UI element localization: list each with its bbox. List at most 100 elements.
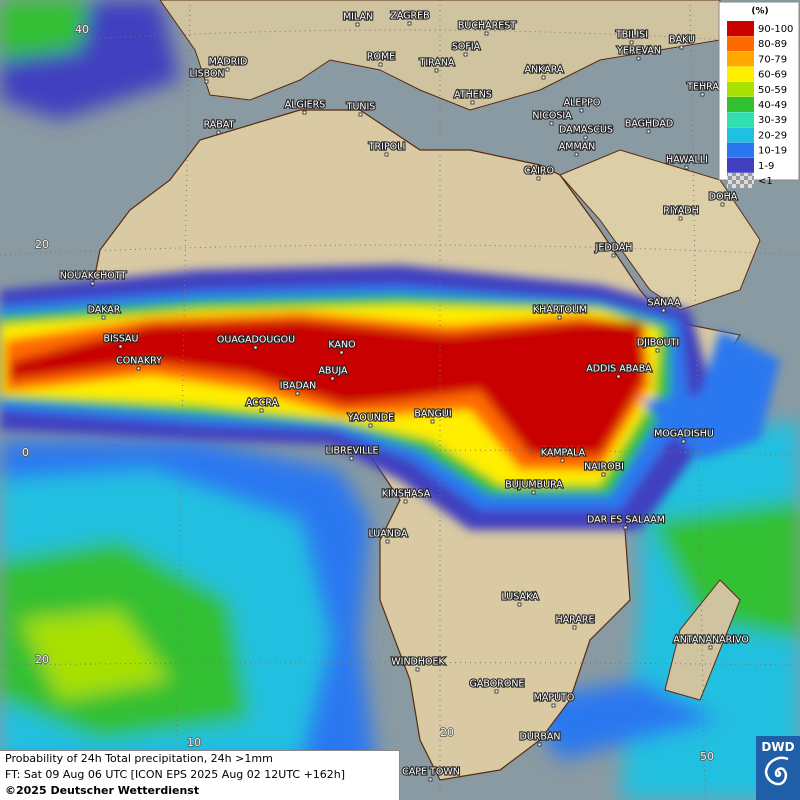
legend-label: <1 (758, 176, 773, 187)
legend-swatch (727, 21, 754, 36)
grid-label: 20 (35, 238, 49, 251)
city-marker (368, 423, 373, 428)
city-marker (536, 176, 541, 181)
city-marker (583, 135, 588, 140)
city-marker (118, 344, 123, 349)
city-label: CAPE TOWN (402, 767, 460, 778)
city-label: GABORONE (470, 679, 525, 690)
city-label: ALGIERS (285, 100, 326, 111)
legend-label: 60-69 (758, 70, 787, 81)
legend-label: 50-59 (758, 85, 787, 96)
city-marker (646, 129, 651, 134)
city-label: MADRID (209, 57, 248, 68)
city-label: LUANDA (368, 529, 408, 540)
footer-line: ©2025 Deutscher Wetterdienst (5, 784, 200, 797)
legend-swatch (727, 112, 754, 128)
city-marker (679, 45, 684, 50)
legend-swatch (727, 36, 754, 52)
city-marker (541, 75, 546, 80)
city-marker (216, 130, 221, 135)
city-label: SOFIA (452, 42, 481, 53)
city-marker (494, 689, 499, 694)
city-label: BAGHDAD (625, 119, 673, 130)
city-marker (579, 108, 584, 113)
city-marker (339, 350, 344, 355)
legend-label: 40-49 (758, 100, 787, 111)
city-label: TUNIS (346, 102, 376, 113)
city-marker (355, 22, 360, 27)
city-label: ABUJA (318, 366, 348, 377)
city-marker (636, 56, 641, 61)
city-label: BAKU (669, 35, 695, 46)
city-label: RIYADH (663, 206, 698, 217)
city-label: MAPUTO (534, 693, 575, 704)
city-marker (463, 52, 468, 57)
city-label: RABAT (204, 120, 235, 131)
city-label: ADDIS ABABA (586, 364, 652, 375)
city-marker (623, 525, 628, 530)
legend-label: 70-79 (758, 54, 787, 65)
city-marker (378, 62, 383, 67)
city-label: TIRANA (419, 58, 455, 69)
city-marker (720, 202, 725, 207)
city-label: DAR ES SALAAM (587, 515, 665, 526)
city-marker (295, 391, 300, 396)
city-label: ZAGREB (390, 11, 429, 22)
city-label: ANKARA (525, 65, 564, 76)
city-marker (616, 374, 621, 379)
legend-swatch (727, 157, 754, 173)
grid-label: 50 (700, 750, 714, 763)
grid-label: 20 (440, 726, 454, 739)
city-marker (253, 345, 258, 350)
city-label: MOGADISHU (654, 429, 714, 440)
city-marker (551, 703, 556, 708)
city-marker (611, 253, 616, 258)
city-marker (517, 602, 522, 607)
city-label: NICOSIA (532, 111, 572, 122)
city-marker (225, 67, 230, 72)
city-marker (403, 499, 408, 504)
city-label: YEREVAN (616, 46, 661, 57)
legend-swatch (727, 142, 754, 158)
legend-title: (%) (751, 7, 768, 17)
legend-swatch (727, 51, 754, 67)
city-marker (259, 408, 264, 413)
legend-label: 20-29 (758, 130, 787, 141)
city-marker (407, 21, 412, 26)
city-label: LISBON (189, 69, 224, 80)
city-marker (358, 112, 363, 117)
city-marker (684, 165, 689, 170)
city-label: ALEPPO (564, 98, 601, 109)
city-marker (90, 281, 95, 286)
city-label: HAWALLI (666, 155, 708, 166)
logo-text: DWD (761, 740, 795, 754)
logo: DWD (756, 736, 800, 800)
city-marker (531, 490, 536, 495)
city-marker (572, 625, 577, 630)
footer: Probability of 24h Total precipitation, … (0, 750, 400, 800)
city-marker (655, 348, 660, 353)
city-label: DURBAN (520, 732, 561, 743)
legend-swatch (727, 81, 754, 97)
city-label: DOHA (709, 192, 738, 203)
city-marker (678, 216, 683, 221)
city-label: BUCHAREST (458, 21, 516, 32)
logo-icon (764, 756, 789, 786)
city-label: DJIBOUTI (637, 338, 679, 349)
city-marker (537, 742, 542, 747)
city-label: HARARE (556, 615, 595, 626)
legend-label: 30-39 (758, 115, 787, 126)
city-label: OUAGADOUGOU (217, 335, 295, 346)
city-marker (330, 376, 335, 381)
city-label: ANTANANARIVO (673, 635, 749, 646)
arabia (559, 149, 761, 311)
city-label: JEDDAH (595, 243, 633, 254)
city-label: TEHRA (686, 82, 719, 93)
city-marker (136, 366, 141, 371)
city-marker (470, 100, 475, 105)
city-marker (415, 667, 420, 672)
city-marker (549, 121, 554, 126)
city-label: WINDHOEK (391, 657, 445, 668)
